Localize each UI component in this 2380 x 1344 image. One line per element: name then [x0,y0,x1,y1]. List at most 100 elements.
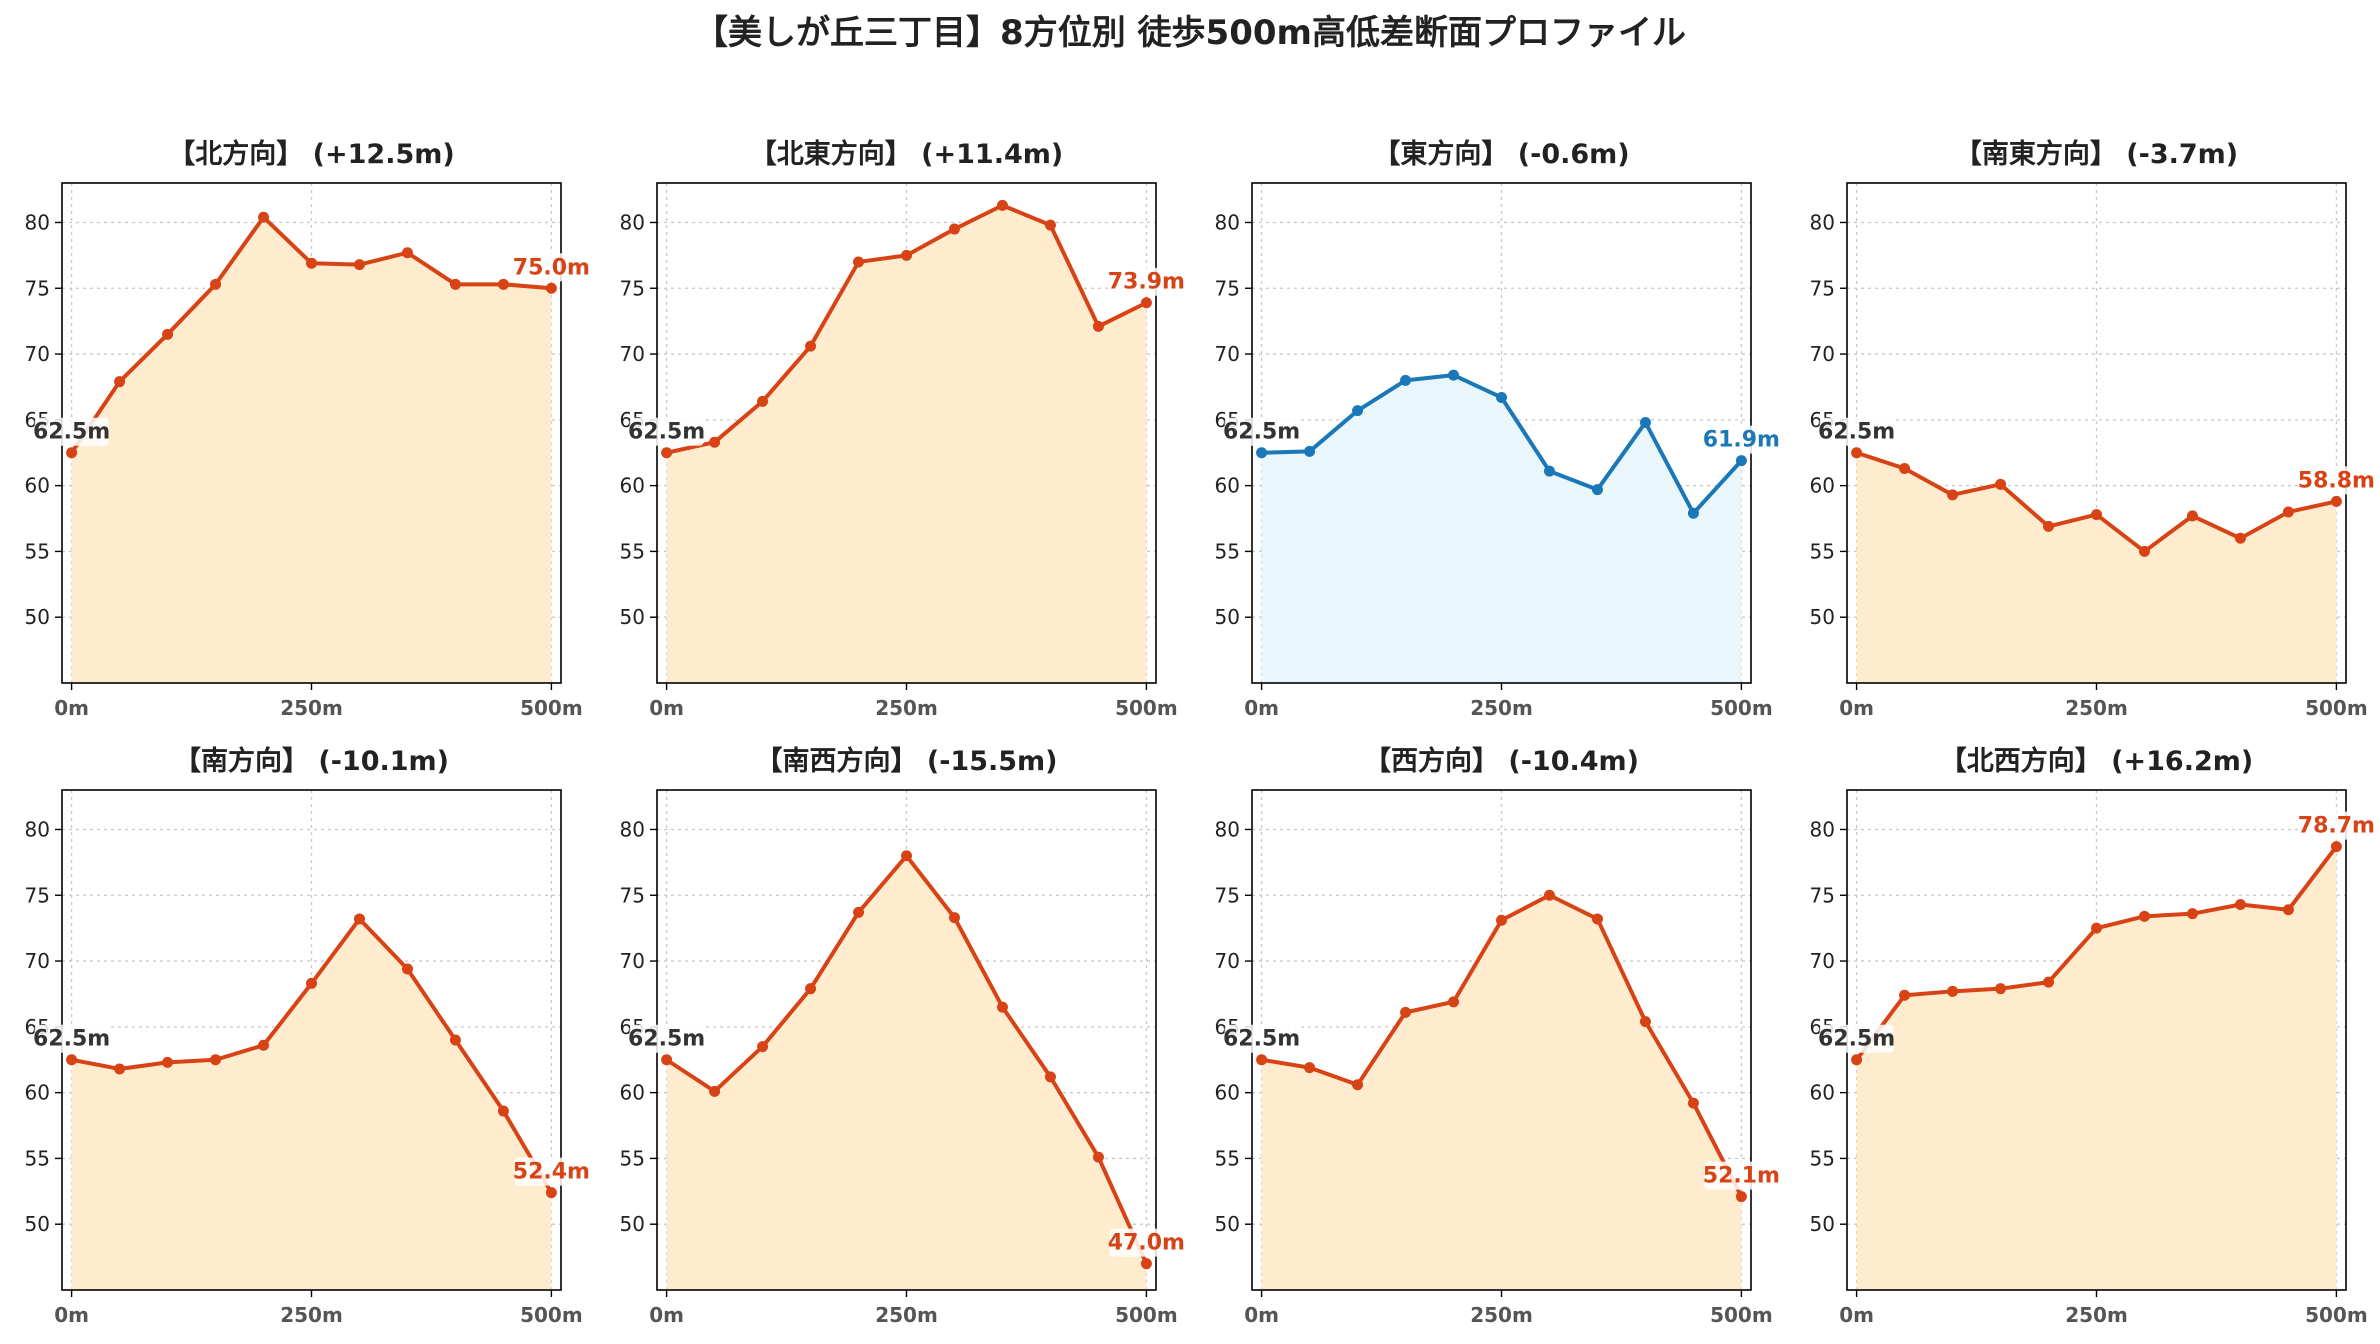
end-elevation-label-box [1704,1161,1779,1190]
panel-title: 【北方向】 (+12.5m) [168,138,454,170]
data-point [114,1063,126,1075]
data-point [2186,510,2198,522]
x-tick-label: 250m [280,696,343,720]
elevation-panel-2: 【東方向】 (-0.6m)505560657075800m250m500m62.… [1215,138,1780,720]
y-tick-label: 80 [620,210,645,234]
data-point [1591,484,1603,496]
data-point [1899,463,1911,475]
end-elevation-label: 75.0m [513,255,590,280]
y-tick-label: 75 [1215,276,1240,300]
start-elevation-label: 62.5m [33,420,110,445]
data-point [2186,908,2198,920]
elevation-panel-6: 【西方向】 (-10.4m)505560657075800m250m500m62… [1215,745,1780,1327]
data-point [210,278,222,290]
data-point [1735,1191,1747,1203]
start-elevation-label-box [1224,417,1299,446]
data-point [1995,983,2007,995]
start-elevation-label-box [1819,1024,1894,1053]
elevation-area [1261,895,1742,1290]
y-tick-label: 70 [620,342,645,366]
y-tick-label: 55 [620,539,645,563]
y-tick-label: 70 [1215,949,1240,973]
data-point [1591,913,1603,925]
data-point [1092,1151,1104,1163]
data-point [757,1041,769,1053]
data-point [2234,898,2246,910]
data-point [210,1054,222,1066]
elevation-area [1856,452,2337,683]
y-tick-label: 60 [1215,474,1240,498]
data-point [1543,465,1555,477]
data-point [401,963,413,975]
y-tick-label: 55 [1810,539,1835,563]
data-point [805,983,817,995]
y-tick-label: 60 [25,1081,50,1105]
y-tick-label: 50 [1810,605,1835,629]
data-point [901,850,912,862]
elevation-area [1856,846,2337,1290]
panel-title: 【南東方向】 (-3.7m) [1955,138,2238,170]
y-tick-label: 80 [1810,817,1835,841]
y-tick-label: 60 [1810,474,1835,498]
data-point [545,1187,557,1199]
panel-title: 【南西方向】 (-15.5m) [755,745,1057,777]
end-elevation-label-box [2299,466,2374,495]
data-point [258,1039,270,1051]
y-tick-label: 50 [25,1212,50,1236]
start-elevation-label: 62.5m [1223,420,1300,445]
y-tick-label: 70 [1215,342,1240,366]
y-tick-label: 60 [620,1081,645,1105]
data-point [353,259,365,271]
data-point [1400,374,1412,386]
elevation-area [1261,375,1742,683]
data-point [1947,985,1959,997]
data-point [114,376,126,388]
data-point [306,977,317,989]
data-point [2330,841,2342,853]
y-tick-label: 75 [620,276,645,300]
start-elevation-label: 62.5m [1818,1027,1895,1052]
data-point [1735,455,1747,467]
end-elevation-label-box [2299,811,2374,840]
data-point [1352,1079,1364,1091]
x-tick-label: 0m [54,696,89,720]
data-point [2043,976,2055,988]
data-point [1140,1258,1152,1270]
x-tick-label: 250m [2065,1303,2128,1327]
elevation-area [666,205,1147,684]
y-tick-label: 55 [1215,1146,1240,1170]
x-tick-label: 500m [520,696,583,720]
y-tick-label: 75 [25,883,50,907]
end-elevation-label: 52.1m [1703,1164,1780,1189]
data-point [2138,910,2150,922]
x-tick-label: 0m [54,1303,89,1327]
x-tick-label: 250m [280,1303,343,1327]
data-point [2138,545,2150,557]
y-tick-label: 75 [1810,883,1835,907]
end-elevation-label-box [514,1157,589,1186]
y-tick-label: 80 [1215,817,1240,841]
x-tick-label: 500m [1710,696,1773,720]
data-point [1687,1097,1699,1109]
y-tick-label: 70 [25,342,50,366]
y-tick-label: 60 [620,474,645,498]
data-point [2091,509,2102,521]
data-point [2330,495,2342,507]
x-tick-label: 500m [1115,696,1178,720]
data-point [1851,447,1863,459]
y-tick-label: 75 [620,883,645,907]
data-point [2282,506,2294,518]
x-tick-label: 0m [1839,1303,1874,1327]
data-point [401,247,413,259]
y-tick-label: 80 [1215,210,1240,234]
data-point [1400,1006,1412,1018]
data-point [1851,1054,1863,1066]
data-point [306,257,317,269]
data-point [1995,478,2007,490]
data-point [66,447,78,459]
y-tick-label: 50 [1215,605,1240,629]
x-tick-label: 0m [1244,696,1279,720]
figure-title: 【美しが丘三丁目】8方位別 徒歩500m高低差断面プロファイル [694,13,1686,53]
data-point [1140,297,1152,309]
